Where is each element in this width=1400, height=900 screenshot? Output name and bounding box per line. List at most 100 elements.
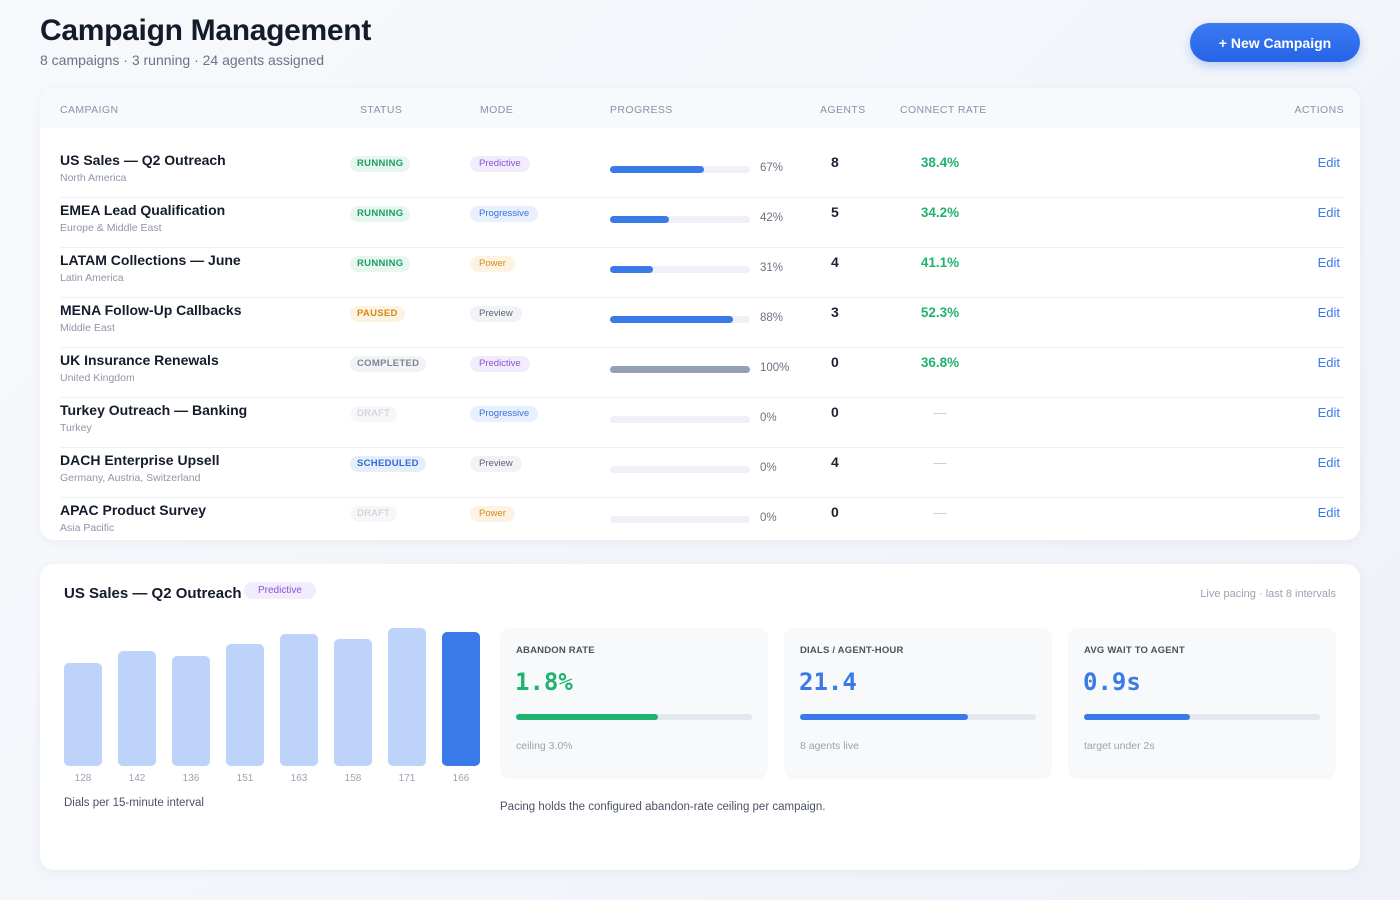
edit-link[interactable]: Edit [1317, 255, 1340, 270]
campaign-region: Europe & Middle East [60, 222, 162, 234]
status-badge: COMPLETED [350, 356, 427, 372]
connect-rate: 41.1% [920, 255, 960, 270]
new-campaign-button[interactable]: + New Campaign [1190, 23, 1360, 62]
header-progress[interactable]: PROGRESS [610, 104, 673, 116]
campaign-name[interactable]: MENA Follow-Up Callbacks [60, 302, 242, 318]
metric-subtext: target under 2s [1084, 740, 1155, 752]
chart-bar [64, 663, 102, 766]
campaign-detail-panel: US Sales — Q2 Outreach Predictive Live p… [40, 564, 1360, 870]
header-status[interactable]: STATUS [360, 104, 403, 116]
bar-tick-label: 163 [290, 773, 308, 784]
campaign-name[interactable]: US Sales — Q2 Outreach [60, 152, 226, 168]
edit-link[interactable]: Edit [1317, 305, 1340, 320]
mode-badge: Predictive [470, 156, 530, 172]
dials-bar-chart [64, 624, 484, 766]
status-badge: RUNNING [350, 206, 411, 222]
chart-bar [226, 644, 264, 766]
progress-percent: 31% [760, 262, 784, 274]
table-row: DACH Enterprise Upsell Germany, Austria, … [40, 448, 1360, 498]
edit-link[interactable]: Edit [1317, 405, 1340, 420]
campaigns-table: CAMPAIGN STATUS MODE PROGRESS AGENTS CON… [40, 88, 1360, 540]
campaign-name[interactable]: DACH Enterprise Upsell [60, 452, 220, 468]
progress-fill [610, 166, 704, 173]
campaign-name[interactable]: Turkey Outreach — Banking [60, 402, 248, 418]
table-row: Turkey Outreach — Banking Turkey DRAFT Prog… [40, 398, 1360, 448]
header-mode[interactable]: MODE [480, 104, 514, 116]
edit-link[interactable]: Edit [1317, 155, 1340, 170]
progress-bar [610, 216, 750, 223]
progress-bar [610, 316, 750, 323]
chart-caption: Dials per 15-minute interval [64, 797, 204, 809]
bar-tick-label: 158 [344, 773, 362, 784]
campaign-region: Middle East [60, 322, 115, 334]
status-badge: DRAFT [350, 406, 398, 422]
mode-badge: Progressive [470, 406, 539, 422]
metric-card: ABANDON RATE 1.8% ceiling 3.0% [500, 628, 768, 779]
chart-bar [442, 632, 480, 766]
page-subtitle: 8 campaigns · 3 running · 24 agents assi… [40, 52, 325, 68]
metric-card: DIALS / AGENT-HOUR 21.4 8 agents live [784, 628, 1052, 779]
table-row: EMEA Lead Qualification Europe & Middle E… [40, 198, 1360, 248]
row-divider [60, 347, 1344, 348]
status-badge: SCHEDULED [350, 456, 426, 472]
detail-mode-badge: Predictive [244, 582, 316, 599]
progress-fill [610, 316, 734, 323]
edit-link[interactable]: Edit [1317, 505, 1340, 520]
row-divider [60, 197, 1344, 198]
bar-tick-label: 151 [236, 773, 254, 784]
bar-tick-label: 142 [128, 773, 146, 784]
bar-tick-label: 171 [398, 773, 416, 784]
metric-card: AVG WAIT TO AGENT 0.9s target under 2s [1068, 628, 1336, 779]
mode-badge: Predictive [470, 356, 530, 372]
connect-rate: 36.8% [920, 355, 960, 370]
campaign-region: North America [60, 172, 127, 184]
metric-label: AVG WAIT TO AGENT [1084, 645, 1185, 656]
campaign-name[interactable]: APAC Product Survey [60, 502, 206, 518]
progress-bar [610, 266, 750, 273]
edit-link[interactable]: Edit [1317, 355, 1340, 370]
campaign-region: Germany, Austria, Switzerland [60, 472, 201, 484]
agents-count: 8 [831, 154, 839, 170]
progress-percent: 0% [760, 462, 777, 474]
status-badge: RUNNING [350, 256, 411, 272]
progress-percent: 0% [760, 512, 777, 524]
progress-bar [610, 366, 750, 373]
progress-fill [610, 216, 669, 223]
bar-tick-label: 136 [182, 773, 200, 784]
metric-label: ABANDON RATE [516, 645, 595, 656]
chart-bar [172, 656, 210, 766]
agents-count: 0 [831, 404, 839, 420]
chart-bar [280, 634, 318, 766]
mode-badge: Preview [470, 456, 522, 472]
bar-tick-label: 166 [452, 773, 470, 784]
connect-rate: 52.3% [920, 305, 960, 320]
row-divider [60, 397, 1344, 398]
campaign-name[interactable]: LATAM Collections — June [60, 252, 241, 268]
table-row: UK Insurance Renewals United Kingdom COMPL… [40, 348, 1360, 398]
metric-bar-fill [516, 714, 658, 720]
table-row: LATAM Collections — June Latin America RUN… [40, 248, 1360, 298]
metric-label: DIALS / AGENT-HOUR [800, 645, 904, 656]
progress-percent: 88% [760, 312, 784, 324]
header-campaign[interactable]: CAMPAIGN [60, 104, 119, 116]
campaign-name[interactable]: EMEA Lead Qualification [60, 202, 226, 218]
metric-bar-fill [800, 714, 968, 720]
edit-link[interactable]: Edit [1317, 455, 1340, 470]
agents-count: 0 [831, 504, 839, 520]
mode-badge: Power [470, 256, 515, 272]
pacing-footnote: Pacing holds the configured abandon-rate… [500, 801, 826, 813]
detail-title: US Sales — Q2 Outreach [64, 585, 242, 602]
connect-rate: 34.2% [920, 205, 960, 220]
progress-fill [610, 266, 654, 273]
header-agents[interactable]: AGENTS [820, 104, 866, 116]
header-connect-rate[interactable]: CONNECT RATE [900, 104, 987, 116]
bar-tick-label: 128 [74, 773, 92, 784]
row-divider [60, 497, 1344, 498]
agents-count: 4 [831, 254, 839, 270]
connect-rate: — [933, 455, 947, 470]
campaign-name[interactable]: UK Insurance Renewals [60, 352, 219, 368]
progress-percent: 100% [760, 362, 790, 374]
page-header: Campaign Management 8 campaigns · 3 runn… [40, 14, 371, 68]
edit-link[interactable]: Edit [1317, 205, 1340, 220]
metric-bar-fill [1084, 714, 1191, 720]
